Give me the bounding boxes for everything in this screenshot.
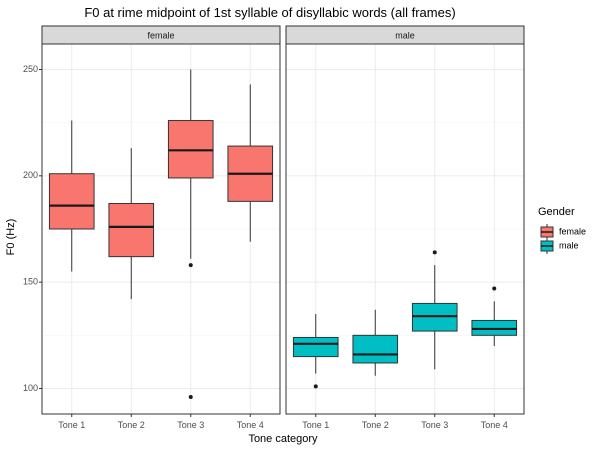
box-iqr [108, 202, 155, 258]
legend: Gender female male [538, 206, 586, 254]
x-tick-label: Tone 1 [302, 420, 329, 430]
boxplot-male-tone-1 [292, 314, 339, 389]
facet-strip-label: male [395, 30, 415, 40]
legend-label-male: male [559, 240, 579, 250]
x-tick-label: Tone 2 [118, 420, 145, 430]
boxplot-male-tone-3 [411, 250, 458, 370]
outlier-point [313, 384, 318, 389]
y-tick-label-150: 150 [23, 277, 38, 287]
outlier-point [188, 394, 193, 399]
boxplot-male-tone-4 [471, 286, 518, 346]
facet-strip-label: female [147, 30, 174, 40]
legend-key-female [540, 224, 554, 240]
x-tick-label: Tone 3 [421, 420, 448, 430]
facet-panel-male: male Tone 1 Tone 2 Tone 3 Tone 4 [285, 25, 525, 430]
box-iqr [352, 334, 399, 364]
legend-key-male [540, 238, 554, 254]
boxplot-female-tone-1 [48, 120, 95, 272]
facet-panel-female: female Tone 1 Tone 2 Tone 3 Tone 4 [39, 25, 281, 430]
x-tick-label: Tone 4 [481, 420, 508, 430]
boxplot-male-tone-2 [352, 309, 399, 376]
x-tick-label: Tone 1 [58, 420, 85, 430]
outlier-point [492, 286, 497, 291]
box-iqr [292, 336, 339, 358]
y-axis-title: F0 (Hz) [5, 219, 17, 256]
boxplot-female-tone-2 [108, 148, 155, 300]
y-tick-label-100: 100 [23, 383, 38, 393]
panel-border [41, 43, 281, 415]
legend-title: Gender [538, 206, 575, 218]
boxplot-female-tone-3 [167, 69, 214, 399]
panel-border [285, 43, 525, 415]
box-iqr [48, 173, 95, 230]
x-tick-label: Tone 4 [237, 420, 264, 430]
y-tick-label-200: 200 [23, 170, 38, 180]
facet-panels: female Tone 1 Tone 2 Tone 3 Tone 4 male Tone 1… [39, 25, 525, 430]
boxplot-female-tone-4 [227, 84, 274, 242]
x-tick-label: Tone 2 [362, 420, 389, 430]
outlier-point [432, 250, 437, 255]
y-tick-label-250: 250 [23, 64, 38, 74]
x-axis-title: Tone category [248, 433, 318, 445]
x-tick-label: Tone 3 [177, 420, 204, 430]
outlier-point [188, 263, 193, 268]
legend-label-female: female [559, 226, 586, 236]
chart-title: F0 at rime midpoint of 1st syllable of d… [84, 5, 455, 20]
